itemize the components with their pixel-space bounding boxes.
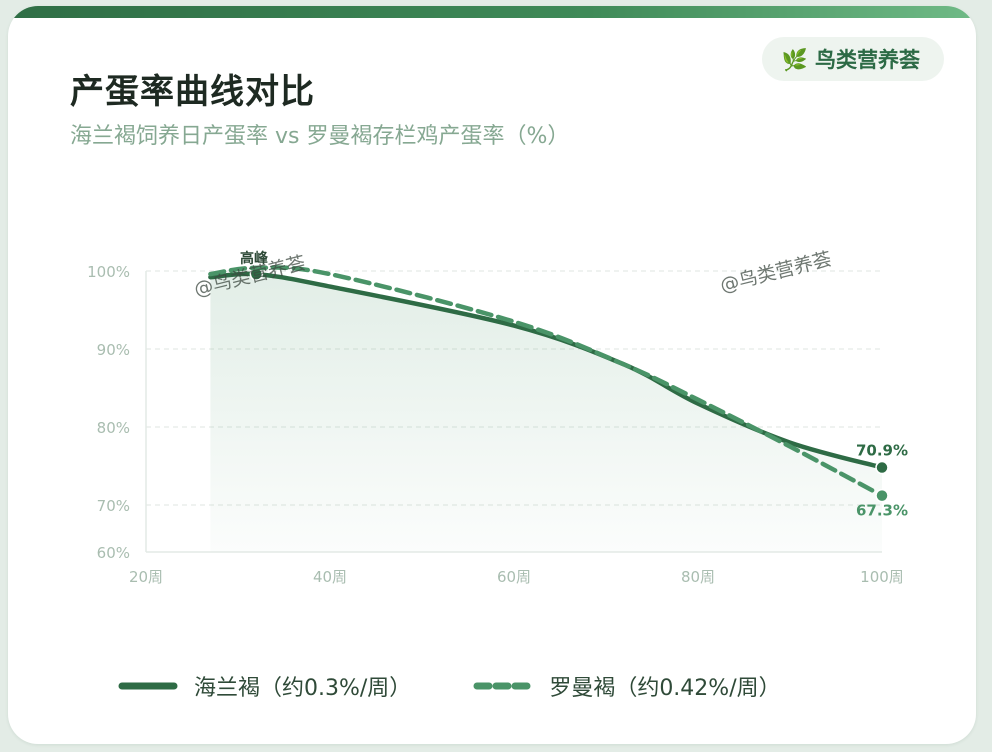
series-line-b bbox=[208, 265, 885, 498]
y-tick-label: 70% bbox=[97, 497, 130, 515]
y-tick-label: 80% bbox=[97, 419, 130, 437]
chart-card: 产蛋率曲线对比 海兰褐饲养日产蛋率 vs 罗曼褐存栏鸡产蛋率（%） 🌿 鸟类营养… bbox=[8, 6, 976, 744]
end-label-series-a: 70.9% bbox=[856, 442, 908, 460]
brand-badge: 🌿 鸟类营养荟 bbox=[761, 37, 944, 81]
legend-item-series-b: 罗曼褐（约0.42%/周） bbox=[473, 670, 781, 702]
x-tick-label: 60周 bbox=[497, 568, 531, 586]
chart-title: 产蛋率曲线对比 bbox=[70, 72, 315, 112]
legend-dashed-line-icon bbox=[473, 682, 533, 690]
accent-top-bar bbox=[8, 6, 976, 18]
y-tick-label: 90% bbox=[97, 341, 130, 359]
axis-layer: 60% 70% 80% 90% 100% 20周 40周 60周 80周 100周 bbox=[87, 263, 904, 586]
data-point-marker bbox=[875, 460, 889, 475]
peak-label: 高峰 bbox=[240, 250, 269, 267]
x-tick-label: 20周 bbox=[129, 568, 163, 586]
y-tick-label: 100% bbox=[87, 263, 130, 281]
area-layer bbox=[210, 273, 882, 552]
x-tick-label: 40周 bbox=[313, 568, 347, 586]
label-layer: 70.9% 67.3% 高峰 bbox=[240, 250, 908, 520]
legend-item-series-a: 海兰褐（约0.3%/周） bbox=[118, 670, 411, 702]
legend-label-series-b: 罗曼褐（约0.42%/周） bbox=[549, 676, 781, 701]
y-tick-label: 60% bbox=[97, 544, 130, 562]
brand-badge-text: 🌿 鸟类营养荟 bbox=[781, 48, 920, 72]
legend: 海兰褐（约0.3%/周） 罗曼褐（约0.42%/周） bbox=[118, 668, 843, 704]
x-tick-label: 100周 bbox=[860, 568, 904, 586]
series-layer bbox=[208, 265, 889, 503]
legend-solid-line-icon bbox=[118, 682, 178, 690]
watermark-text: @鸟类营养荟 bbox=[718, 248, 834, 297]
area-fill bbox=[210, 273, 882, 552]
end-label-series-b: 67.3% bbox=[856, 502, 908, 520]
data-point-marker bbox=[875, 488, 889, 503]
legend-label-series-a: 海兰褐（约0.3%/周） bbox=[194, 676, 412, 701]
x-tick-label: 80周 bbox=[681, 568, 715, 586]
chart-subtitle: 海兰褐饲养日产蛋率 vs 罗曼褐存栏鸡产蛋率（%） bbox=[70, 124, 570, 149]
